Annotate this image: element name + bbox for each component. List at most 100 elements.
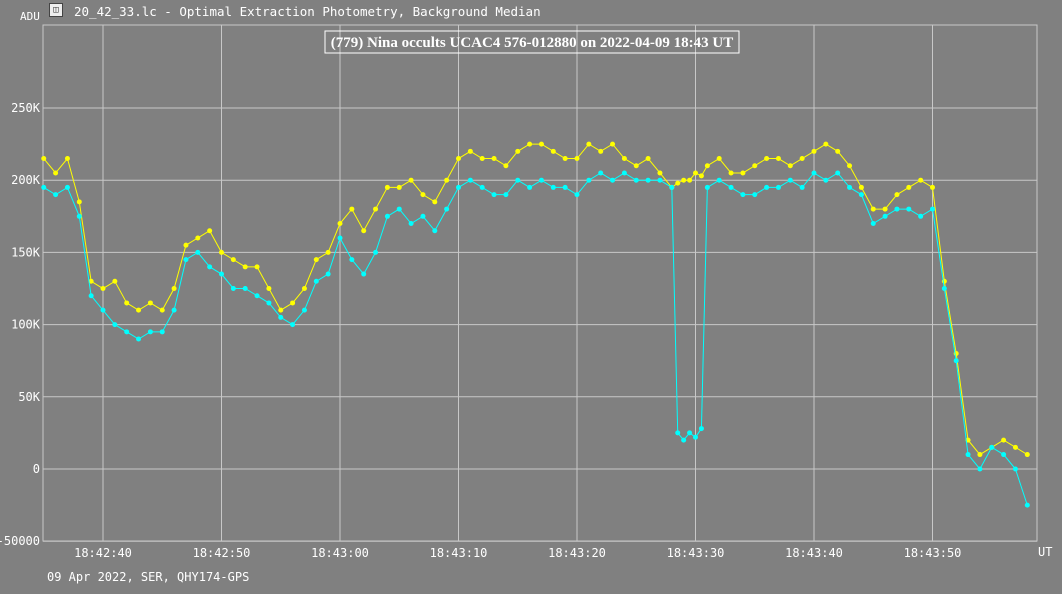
data-point [100, 286, 106, 291]
data-point [787, 163, 793, 169]
data-point [503, 163, 509, 169]
data-point [373, 206, 379, 212]
chart-title-box: (779) Nina occults UCAC4 576-012880 on 2… [324, 30, 740, 54]
data-point [835, 148, 841, 154]
data-point [687, 177, 693, 183]
data-point [88, 293, 94, 299]
data-point [752, 163, 758, 169]
data-point [100, 307, 106, 313]
data-point [219, 271, 224, 277]
data-point [301, 307, 307, 313]
data-point [301, 286, 307, 291]
data-point [384, 213, 390, 219]
data-point [550, 148, 556, 154]
y-axis-label: ADU [20, 10, 40, 23]
data-point [467, 177, 473, 183]
data-point [230, 286, 236, 291]
data-point [906, 184, 912, 190]
data-point [687, 430, 693, 436]
data-point [242, 264, 248, 270]
data-point [621, 170, 627, 176]
series-target [41, 170, 1030, 508]
data-point [183, 257, 189, 263]
data-point [764, 184, 770, 190]
data-point [491, 156, 497, 162]
data-point [396, 206, 402, 212]
data-point [242, 286, 248, 291]
window-title: 20_42_33.lc - Optimal Extraction Photome… [74, 4, 541, 19]
data-point [183, 242, 189, 248]
data-point [918, 213, 924, 219]
x-tick-label: 18:43:40 [785, 546, 843, 560]
data-point [136, 336, 142, 342]
data-point [894, 206, 900, 212]
data-point [698, 426, 704, 432]
data-point [811, 148, 817, 154]
data-point [112, 278, 118, 284]
data-point [787, 177, 793, 183]
data-point [918, 177, 924, 183]
data-point [432, 228, 438, 234]
series-comparison [41, 141, 1030, 458]
data-point [965, 452, 971, 458]
data-point [621, 156, 627, 162]
data-point [989, 444, 995, 450]
data-point [64, 184, 70, 190]
data-point [610, 177, 616, 183]
data-point [716, 156, 722, 162]
data-point [456, 184, 461, 190]
data-point [88, 278, 94, 284]
data-point [207, 228, 213, 234]
data-point [823, 141, 829, 147]
data-point [349, 257, 355, 263]
x-axis-label: UT [1038, 545, 1052, 559]
data-point [858, 192, 864, 198]
data-point [396, 184, 402, 190]
data-point [693, 434, 698, 440]
data-point [752, 192, 758, 198]
data-point [337, 235, 343, 241]
data-point [716, 177, 722, 183]
data-point [657, 177, 663, 183]
data-point [1012, 466, 1018, 472]
data-point [562, 156, 568, 162]
data-point [930, 206, 935, 212]
data-point [574, 156, 580, 162]
data-point [290, 300, 296, 306]
data-point [41, 156, 47, 162]
data-point [669, 184, 675, 190]
data-point [698, 173, 704, 179]
data-point [930, 184, 935, 190]
data-point [645, 156, 651, 162]
data-point [219, 249, 224, 255]
data-point [124, 300, 130, 306]
data-point [420, 213, 426, 219]
data-point [1024, 452, 1030, 458]
data-point [941, 286, 947, 291]
data-point [953, 358, 959, 364]
data-point [657, 170, 663, 176]
data-point [550, 184, 556, 190]
y-tick-label: 150K [11, 245, 41, 259]
data-point [847, 163, 853, 169]
data-point [230, 257, 236, 263]
data-point [420, 192, 426, 198]
y-tick-label: 200K [11, 173, 41, 187]
x-tick-label: 18:42:40 [74, 546, 132, 560]
data-point [76, 199, 82, 205]
y-tick-label: -50000 [0, 534, 40, 548]
data-point [195, 235, 201, 241]
data-point [835, 170, 841, 176]
data-point [313, 257, 319, 263]
data-point [136, 307, 142, 313]
data-point [349, 206, 355, 212]
data-point [847, 184, 853, 190]
data-point [799, 156, 805, 162]
data-point [76, 213, 82, 219]
data-point [195, 249, 201, 255]
data-point [728, 170, 734, 176]
data-point [361, 271, 367, 277]
data-point [171, 307, 177, 313]
data-point [894, 192, 900, 198]
data-point [645, 177, 651, 183]
